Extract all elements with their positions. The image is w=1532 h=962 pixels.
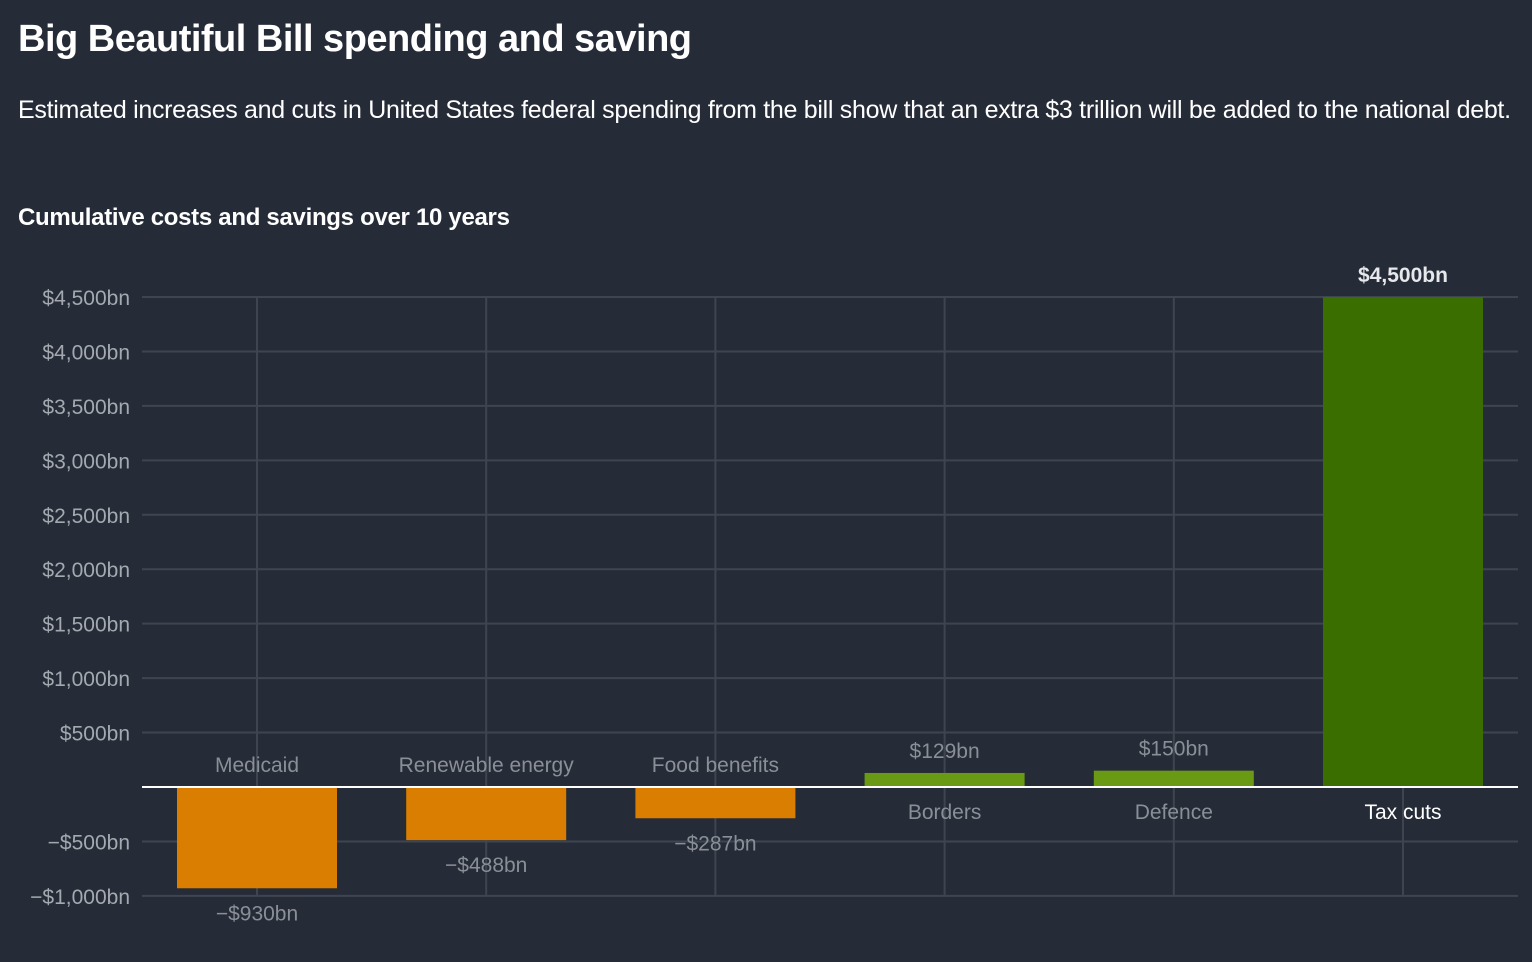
y-tick-label: $4,500bn	[42, 287, 130, 310]
category-label: Tax cuts	[1364, 801, 1441, 824]
bar-food-benefits[interactable]	[635, 787, 796, 819]
value-label: $4,500bn	[1358, 264, 1448, 287]
bar-medicaid[interactable]	[177, 787, 337, 889]
y-tick-label: $3,500bn	[42, 396, 130, 419]
value-label: $129bn	[910, 740, 980, 763]
chart-title: Cumulative costs and savings over 10 yea…	[18, 204, 510, 231]
y-tick-label: −$500bn	[48, 831, 130, 854]
bar-layer	[142, 297, 1518, 889]
category-label: Borders	[908, 801, 982, 824]
page-title: Big Beautiful Bill spending and saving	[18, 18, 692, 60]
grid-layer	[142, 296, 1518, 897]
value-label: −$930bn	[216, 902, 298, 925]
y-tick-label: $2,500bn	[42, 505, 130, 528]
value-label: −$488bn	[445, 854, 527, 877]
value-label: −$287bn	[674, 832, 756, 855]
y-tick-label: $2,000bn	[42, 559, 130, 582]
bar-renewable-energy[interactable]	[406, 787, 567, 841]
y-tick-label: $4,000bn	[42, 341, 130, 364]
bar-borders[interactable]	[864, 772, 1025, 787]
y-tick-label: −$1,000bn	[30, 886, 130, 909]
y-tick-label: $3,000bn	[42, 450, 130, 473]
bar-defence[interactable]	[1093, 770, 1254, 787]
category-label: Food benefits	[652, 754, 779, 777]
y-tick-label: $1,500bn	[42, 614, 130, 637]
y-tick-label: $500bn	[60, 723, 130, 746]
bar-tax-cuts[interactable]	[1323, 297, 1483, 787]
value-label: $150bn	[1139, 738, 1209, 761]
label-layer: $4,500bn $4,000bn $3,500bn $3,000bn $2,500bn…	[30, 264, 1448, 925]
page-subtitle: Estimated increases and cuts in United S…	[18, 96, 1511, 124]
category-label: Defence	[1135, 801, 1213, 824]
category-label: Renewable energy	[399, 754, 575, 777]
category-label: Medicaid	[215, 754, 299, 777]
y-tick-label: $1,000bn	[42, 668, 130, 691]
